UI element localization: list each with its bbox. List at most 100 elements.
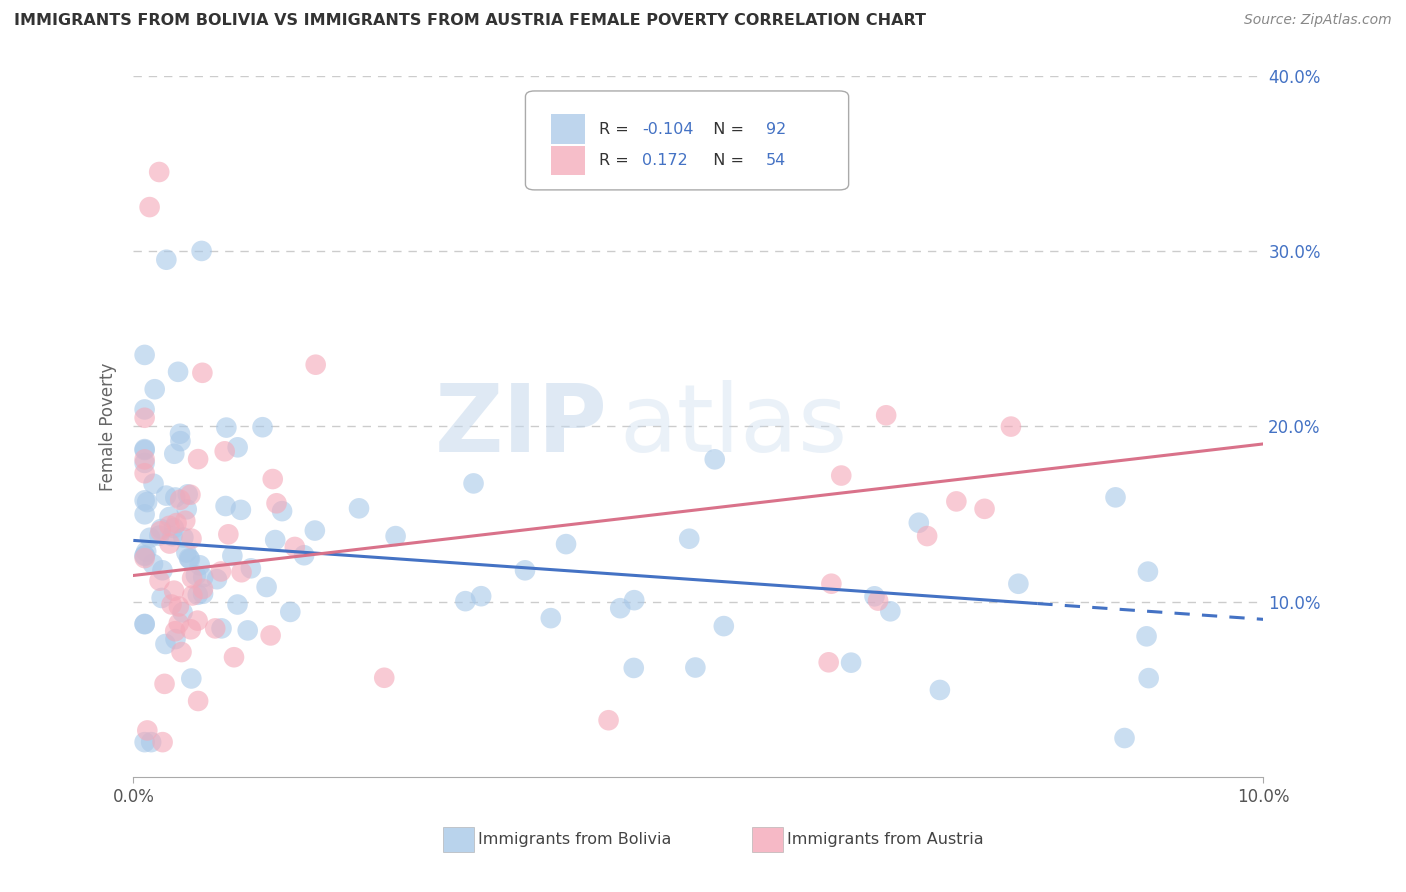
Point	[875, 409, 897, 423]
Point	[211, 621, 233, 635]
Point	[252, 420, 274, 434]
Point	[179, 488, 201, 502]
Text: Source: ZipAtlas.com: Source: ZipAtlas.com	[1244, 13, 1392, 28]
Point	[470, 589, 492, 603]
Point	[134, 402, 156, 417]
Point	[214, 499, 236, 513]
Point	[134, 348, 156, 362]
Point	[159, 536, 181, 550]
Point	[169, 434, 191, 449]
Point	[134, 410, 156, 425]
Point	[176, 502, 198, 516]
FancyBboxPatch shape	[526, 91, 849, 190]
Point	[1136, 565, 1159, 579]
Point	[187, 588, 209, 602]
Point	[540, 611, 562, 625]
Point	[204, 621, 226, 635]
Point	[513, 563, 536, 577]
Point	[177, 551, 200, 566]
Point	[231, 566, 253, 580]
Text: -0.104: -0.104	[641, 121, 693, 136]
Point	[138, 200, 160, 214]
Point	[180, 623, 202, 637]
Point	[148, 528, 170, 542]
Point	[907, 516, 929, 530]
Point	[214, 444, 236, 458]
Point	[373, 671, 395, 685]
Point	[172, 531, 194, 545]
Point	[134, 467, 156, 481]
Point	[264, 533, 287, 547]
Point	[1114, 731, 1136, 745]
Point	[278, 605, 301, 619]
Point	[159, 518, 181, 533]
Point	[262, 472, 284, 486]
Point	[134, 443, 156, 458]
Point	[142, 476, 165, 491]
Point	[134, 617, 156, 632]
Point	[187, 614, 209, 628]
Point	[266, 496, 288, 510]
Point	[165, 632, 187, 646]
Point	[839, 656, 862, 670]
Point	[163, 521, 186, 535]
Point	[945, 494, 967, 508]
Point	[176, 545, 198, 559]
Point	[555, 537, 578, 551]
Point	[292, 548, 315, 562]
Text: N =: N =	[703, 153, 749, 168]
Point	[259, 628, 281, 642]
Point	[180, 672, 202, 686]
Text: R =: R =	[599, 121, 634, 136]
Point	[226, 598, 249, 612]
Point	[304, 524, 326, 538]
Point	[135, 544, 157, 558]
Point	[134, 735, 156, 749]
Point	[598, 713, 620, 727]
Point	[166, 516, 188, 530]
Point	[222, 650, 245, 665]
Point	[1135, 629, 1157, 643]
Point	[148, 574, 170, 588]
Point	[1104, 491, 1126, 505]
Point	[165, 491, 187, 505]
Text: R =: R =	[599, 153, 638, 168]
Point	[191, 587, 214, 601]
Point	[139, 531, 162, 545]
Point	[155, 252, 177, 267]
Point	[820, 576, 842, 591]
Point	[134, 452, 156, 467]
Point	[181, 571, 204, 585]
Point	[239, 561, 262, 575]
Point	[176, 487, 198, 501]
Point	[868, 593, 890, 607]
Point	[159, 510, 181, 524]
Point	[149, 524, 172, 539]
Point	[181, 589, 204, 603]
Point	[167, 616, 190, 631]
Point	[685, 660, 707, 674]
Point	[1137, 671, 1160, 685]
Point	[190, 244, 212, 258]
Point	[863, 590, 886, 604]
Point	[454, 594, 477, 608]
Point	[169, 426, 191, 441]
Text: 0.172: 0.172	[641, 153, 688, 168]
Point	[134, 456, 156, 470]
Point	[623, 661, 645, 675]
Point	[163, 447, 186, 461]
Point	[134, 616, 156, 631]
Point	[136, 723, 159, 738]
Point	[193, 570, 215, 584]
Point	[170, 645, 193, 659]
Point	[184, 568, 207, 582]
Point	[928, 682, 950, 697]
Text: IMMIGRANTS FROM BOLIVIA VS IMMIGRANTS FROM AUSTRIA FEMALE POVERTY CORRELATION CH: IMMIGRANTS FROM BOLIVIA VS IMMIGRANTS FR…	[14, 13, 927, 29]
Point	[191, 366, 214, 380]
Point	[817, 655, 839, 669]
Point	[347, 501, 370, 516]
Point	[463, 476, 485, 491]
Point	[134, 549, 156, 563]
Point	[179, 552, 201, 566]
Point	[384, 529, 406, 543]
